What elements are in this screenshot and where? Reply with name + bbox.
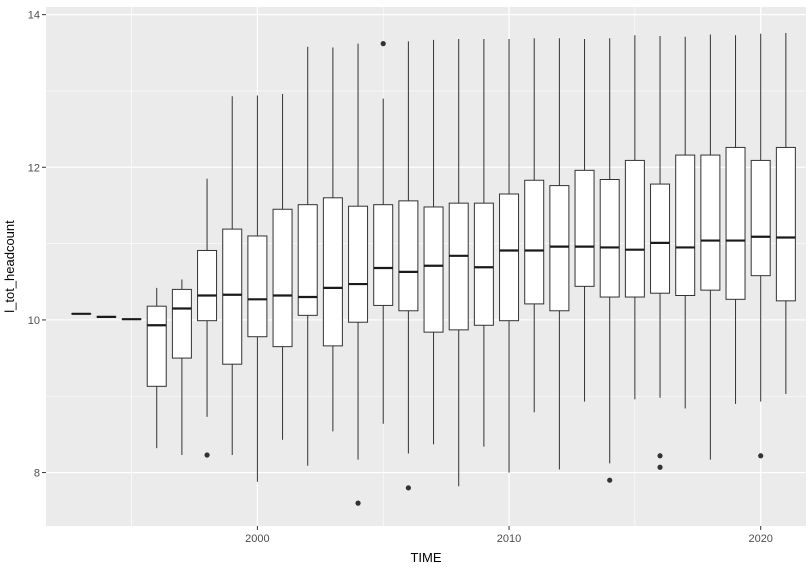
box-body — [775, 146, 796, 302]
box-2001 — [272, 94, 293, 440]
box-body — [549, 185, 570, 312]
box-2003 — [322, 47, 343, 432]
box-body — [499, 193, 520, 322]
box-2000 — [247, 95, 268, 482]
box-2007 — [423, 39, 444, 445]
box-body — [398, 200, 419, 312]
x-tick-label: 2020 — [748, 533, 772, 545]
box-body — [473, 202, 494, 326]
box-body — [624, 159, 645, 298]
box-2019 — [725, 35, 746, 404]
box-2015 — [624, 35, 645, 400]
outlier-point — [355, 500, 361, 506]
box-body — [297, 204, 318, 316]
y-axis-title: l_tot_headcount — [2, 220, 17, 313]
box-2012 — [549, 38, 570, 470]
box-2017 — [675, 36, 696, 409]
x-tick-label: 2000 — [245, 533, 269, 545]
box-body — [373, 204, 394, 306]
y-tick-label: 14 — [28, 10, 40, 22]
box-2002 — [297, 46, 318, 466]
x-axis-title: TIME — [410, 550, 441, 565]
tick-labels: 2000 2010 2020 8 10 12 14 — [28, 10, 773, 545]
box-body — [272, 208, 293, 348]
box-1999 — [222, 96, 243, 456]
box-body — [146, 305, 167, 387]
box-body — [599, 178, 620, 298]
box-body — [700, 154, 721, 291]
box-2008 — [448, 39, 469, 487]
box-body — [322, 197, 343, 347]
outlier-point — [204, 452, 210, 458]
box-2014 — [599, 38, 620, 483]
outlier-point — [657, 464, 663, 470]
box-1998 — [197, 178, 218, 458]
box-2020 — [750, 33, 771, 459]
box-body — [247, 235, 268, 338]
box-body — [750, 159, 771, 277]
box-2013 — [574, 39, 595, 402]
x-tick-label: 2010 — [497, 533, 521, 545]
y-tick-label: 8 — [34, 468, 40, 480]
box-body — [171, 288, 192, 359]
box-2021 — [775, 32, 796, 394]
y-tick-label: 10 — [28, 315, 40, 327]
box-body — [675, 154, 696, 297]
box-body — [423, 206, 444, 333]
box-body — [448, 202, 469, 331]
box-body — [222, 228, 243, 365]
axis-ticks — [42, 14, 762, 530]
outlier-point — [380, 41, 386, 47]
box-body — [725, 146, 746, 300]
box-2006 — [398, 41, 419, 491]
outlier-point — [758, 453, 764, 459]
box-2009 — [473, 39, 494, 447]
outlier-point — [405, 485, 411, 491]
y-tick-label: 12 — [28, 162, 40, 174]
outlier-point — [657, 453, 663, 459]
box-1996 — [146, 287, 167, 449]
box-body — [574, 169, 595, 287]
box-2018 — [700, 34, 721, 460]
box-body — [650, 183, 671, 294]
box-body — [197, 249, 218, 322]
box-2005 — [373, 41, 394, 424]
box-2010 — [499, 39, 520, 473]
outlier-point — [607, 477, 613, 483]
boxes — [71, 32, 796, 506]
box-body — [524, 179, 545, 305]
box-2011 — [524, 38, 545, 413]
box-1997 — [171, 279, 192, 456]
box-2004 — [348, 43, 369, 506]
box-body — [348, 205, 369, 323]
box-2016 — [650, 36, 671, 470]
